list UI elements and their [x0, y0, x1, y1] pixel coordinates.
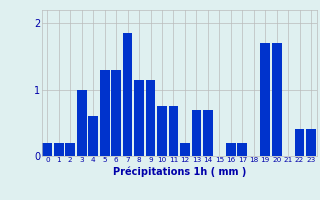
Bar — [146, 80, 156, 156]
Bar — [134, 80, 144, 156]
Bar — [237, 143, 247, 156]
Bar — [77, 90, 87, 156]
X-axis label: Précipitations 1h ( mm ): Précipitations 1h ( mm ) — [113, 166, 246, 177]
Bar — [306, 129, 316, 156]
Bar — [100, 70, 109, 156]
Bar — [226, 143, 236, 156]
Bar — [43, 143, 52, 156]
Bar — [111, 70, 121, 156]
Bar — [295, 129, 304, 156]
Bar — [203, 110, 213, 156]
Bar — [88, 116, 98, 156]
Bar — [123, 33, 132, 156]
Bar — [169, 106, 178, 156]
Bar — [260, 43, 270, 156]
Bar — [65, 143, 75, 156]
Bar — [192, 110, 201, 156]
Bar — [272, 43, 282, 156]
Bar — [54, 143, 64, 156]
Bar — [180, 143, 190, 156]
Bar — [157, 106, 167, 156]
